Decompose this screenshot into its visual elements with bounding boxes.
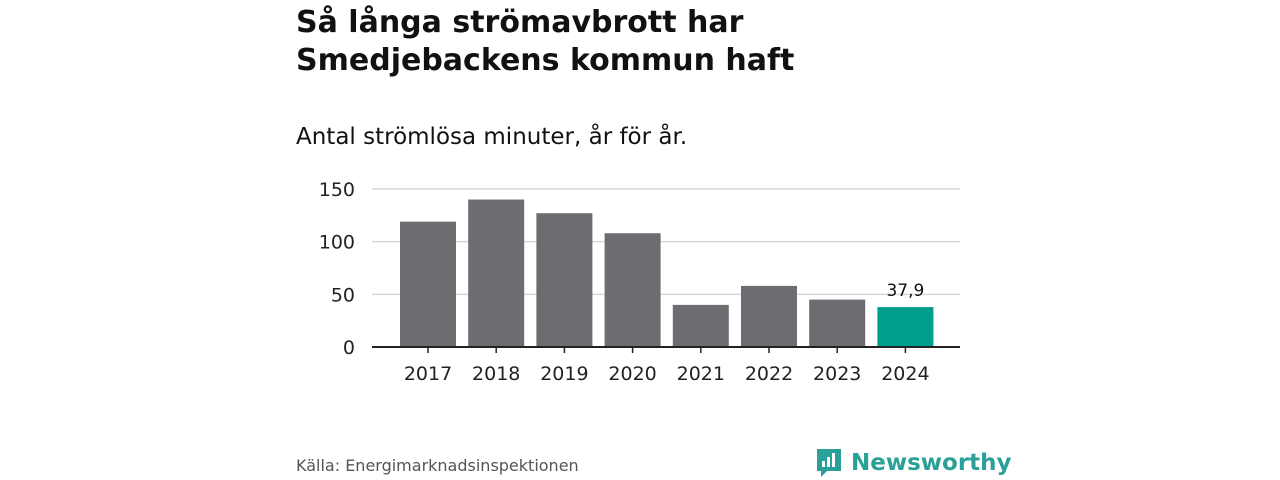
source-note: Källa: Energimarknadsinspektionen: [296, 456, 579, 475]
x-tick-label: 2019: [540, 363, 588, 385]
bar-highlight: [877, 307, 934, 347]
chart-subtitle: Antal strömlösa minuter, år för år.: [296, 124, 688, 150]
bar: [536, 213, 593, 347]
bar: [400, 221, 456, 347]
x-tick-label: 2021: [677, 363, 725, 385]
y-tick-label: 50: [331, 284, 355, 306]
y-tick-label: 0: [343, 337, 355, 359]
bar: [468, 199, 525, 347]
x-tick-label: 2020: [608, 363, 656, 385]
bar: [741, 285, 797, 347]
bar: [604, 233, 661, 347]
y-tick-label: 100: [319, 232, 355, 254]
bar: [809, 299, 866, 347]
chart-title: Så långa strömavbrott har Smedjebackens …: [296, 5, 795, 78]
x-tick-label: 2018: [472, 363, 520, 385]
x-tick-label: 2022: [745, 363, 793, 385]
bar: [672, 304, 729, 347]
x-tick-label: 2017: [404, 363, 452, 385]
bar-chart: 0 50 100 150 2017 2018 2019 2020 2021 2022 2023 202…: [319, 179, 960, 385]
data-label: 37,9: [886, 281, 924, 301]
brand: Newsworthy: [815, 447, 1012, 479]
x-tick-label: 2024: [881, 363, 929, 385]
x-tick-label: 2023: [813, 363, 861, 385]
newsworthy-logo-icon: [817, 449, 841, 477]
y-tick-label: 150: [319, 179, 355, 201]
brand-name: Newsworthy: [851, 450, 1012, 476]
